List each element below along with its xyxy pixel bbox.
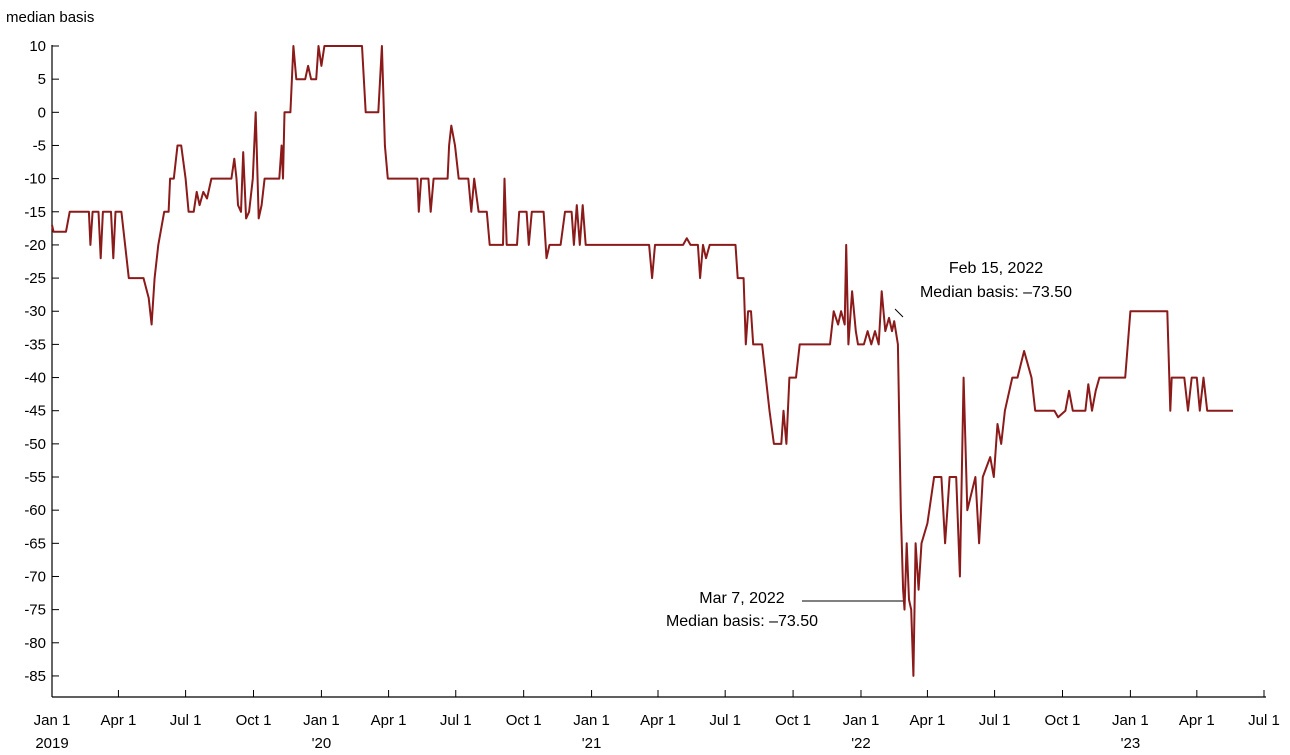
annotation-feb-value: Median basis: –73.50 — [920, 284, 1072, 301]
y-tick-label: 10 — [29, 38, 46, 55]
annotation-mar-7-2022: Mar 7, 2022 Median basis: –73.50 — [666, 590, 903, 630]
x-tick-label: Oct 1 — [1045, 712, 1081, 729]
y-tick-label: -30 — [24, 303, 46, 320]
x-tick-label: Jul 1 — [440, 712, 472, 729]
x-tick-label: Apr 1 — [640, 712, 676, 729]
y-tick-label: -35 — [24, 336, 46, 353]
y-tick-label: -55 — [24, 469, 46, 486]
series-layer — [51, 45, 1233, 677]
median-basis-series-line — [51, 45, 1233, 677]
x-tick-year-label: '21 — [582, 735, 602, 752]
annotation-feb-leader — [894, 308, 904, 318]
y-tick-label: -15 — [24, 204, 46, 221]
y-tick-label: -5 — [33, 137, 46, 154]
x-tick-label: Jul 1 — [170, 712, 202, 729]
x-tick-label: Oct 1 — [506, 712, 542, 729]
x-tick-year-label: '23 — [1121, 735, 1141, 752]
annotation-feb-15-2022: Feb 15, 2022 Median basis: –73.50 — [894, 260, 1072, 318]
x-tick-year-label: '20 — [312, 735, 332, 752]
x-tick-label: Apr 1 — [1179, 712, 1215, 729]
x-axis: Jan 1 2019 Apr 1 Jul 1 Oct 1 Jan 1 '20 Apr 1 Jul… — [34, 690, 1280, 752]
y-tick-label: -70 — [24, 568, 46, 585]
annotation-mar-date: Mar 7, 2022 — [699, 590, 784, 607]
x-tick-label: Oct 1 — [775, 712, 811, 729]
x-tick-label: Apr 1 — [371, 712, 407, 729]
annotation-feb-date: Feb 15, 2022 — [949, 260, 1043, 277]
x-tick-label: Jan 1 — [573, 712, 610, 729]
y-tick-label: -20 — [24, 237, 46, 254]
x-tick-label: Jan 1 — [1112, 712, 1149, 729]
y-tick-label: -75 — [24, 602, 46, 619]
x-tick-label: Jul 1 — [709, 712, 741, 729]
x-tick-label: Jul 1 — [1248, 712, 1280, 729]
x-tick-label: Apr 1 — [909, 712, 945, 729]
x-tick-label: Apr 1 — [101, 712, 137, 729]
x-tick-label: Oct 1 — [236, 712, 272, 729]
y-axis-label: median basis — [6, 9, 94, 26]
y-tick-label: -10 — [24, 171, 46, 188]
y-tick-label: -65 — [24, 535, 46, 552]
y-tick-label: -85 — [24, 668, 46, 685]
y-tick-label: -50 — [24, 436, 46, 453]
y-tick-label: 5 — [38, 71, 46, 88]
x-tick-label: Jan 1 — [303, 712, 340, 729]
y-tick-label: 0 — [38, 104, 46, 121]
x-tick-label: Jan 1 — [843, 712, 880, 729]
y-tick-label: -25 — [24, 270, 46, 287]
y-tick-label: -45 — [24, 403, 46, 420]
x-tick-year-label: '22 — [851, 735, 871, 752]
x-tick-label: Jul 1 — [979, 712, 1011, 729]
x-tick-year-label: 2019 — [35, 735, 68, 752]
annotation-mar-value: Median basis: –73.50 — [666, 613, 818, 630]
y-tick-label: -40 — [24, 370, 46, 387]
y-axis: 10 5 0 -5 -10 -15 -20 -25 -30 -35 -40 -45 -50 -55 -60 -… — [24, 38, 59, 685]
y-tick-label: -60 — [24, 502, 46, 519]
y-tick-label: -80 — [24, 635, 46, 652]
x-tick-label: Jan 1 — [34, 712, 71, 729]
